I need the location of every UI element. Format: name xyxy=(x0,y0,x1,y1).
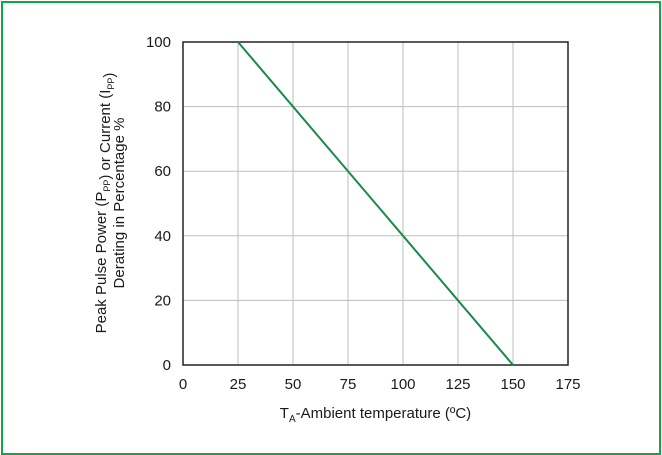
y-axis-label-line2: Derating in Percentage % xyxy=(111,118,128,289)
y-tick-labels: 0 20 40 60 80 100 xyxy=(146,34,171,374)
x-tick-label: 50 xyxy=(285,376,302,393)
x-tick-label: 25 xyxy=(230,376,247,393)
plot-border xyxy=(182,41,569,366)
x-tick-label: 175 xyxy=(555,376,580,393)
y-axis-label: Peak Pulse Power (PPP) or Current (IPP) … xyxy=(93,73,128,334)
y-tick-label: 0 xyxy=(163,357,171,374)
x-tick-label: 0 xyxy=(179,376,187,393)
y-axis-label-line1: Peak Pulse Power (PPP) or Current (IPP) xyxy=(93,73,118,334)
x-tick-label: 125 xyxy=(445,376,470,393)
series-line xyxy=(237,41,514,366)
y-tick-label: 100 xyxy=(146,34,171,51)
y-tick-label: 20 xyxy=(154,292,171,309)
series-layer xyxy=(237,41,514,366)
x-tick-label: 150 xyxy=(500,376,525,393)
y-tick-label: 60 xyxy=(154,163,171,180)
x-tick-label: 100 xyxy=(390,376,415,393)
x-tick-labels: 0 25 50 75 100 125 150 175 xyxy=(179,376,581,393)
x-axis-label: TA-Ambient temperature (ºC) xyxy=(280,405,471,425)
y-tick-label: 80 xyxy=(154,99,171,116)
x-tick-label: 75 xyxy=(340,376,357,393)
y-tick-label: 40 xyxy=(154,228,171,245)
